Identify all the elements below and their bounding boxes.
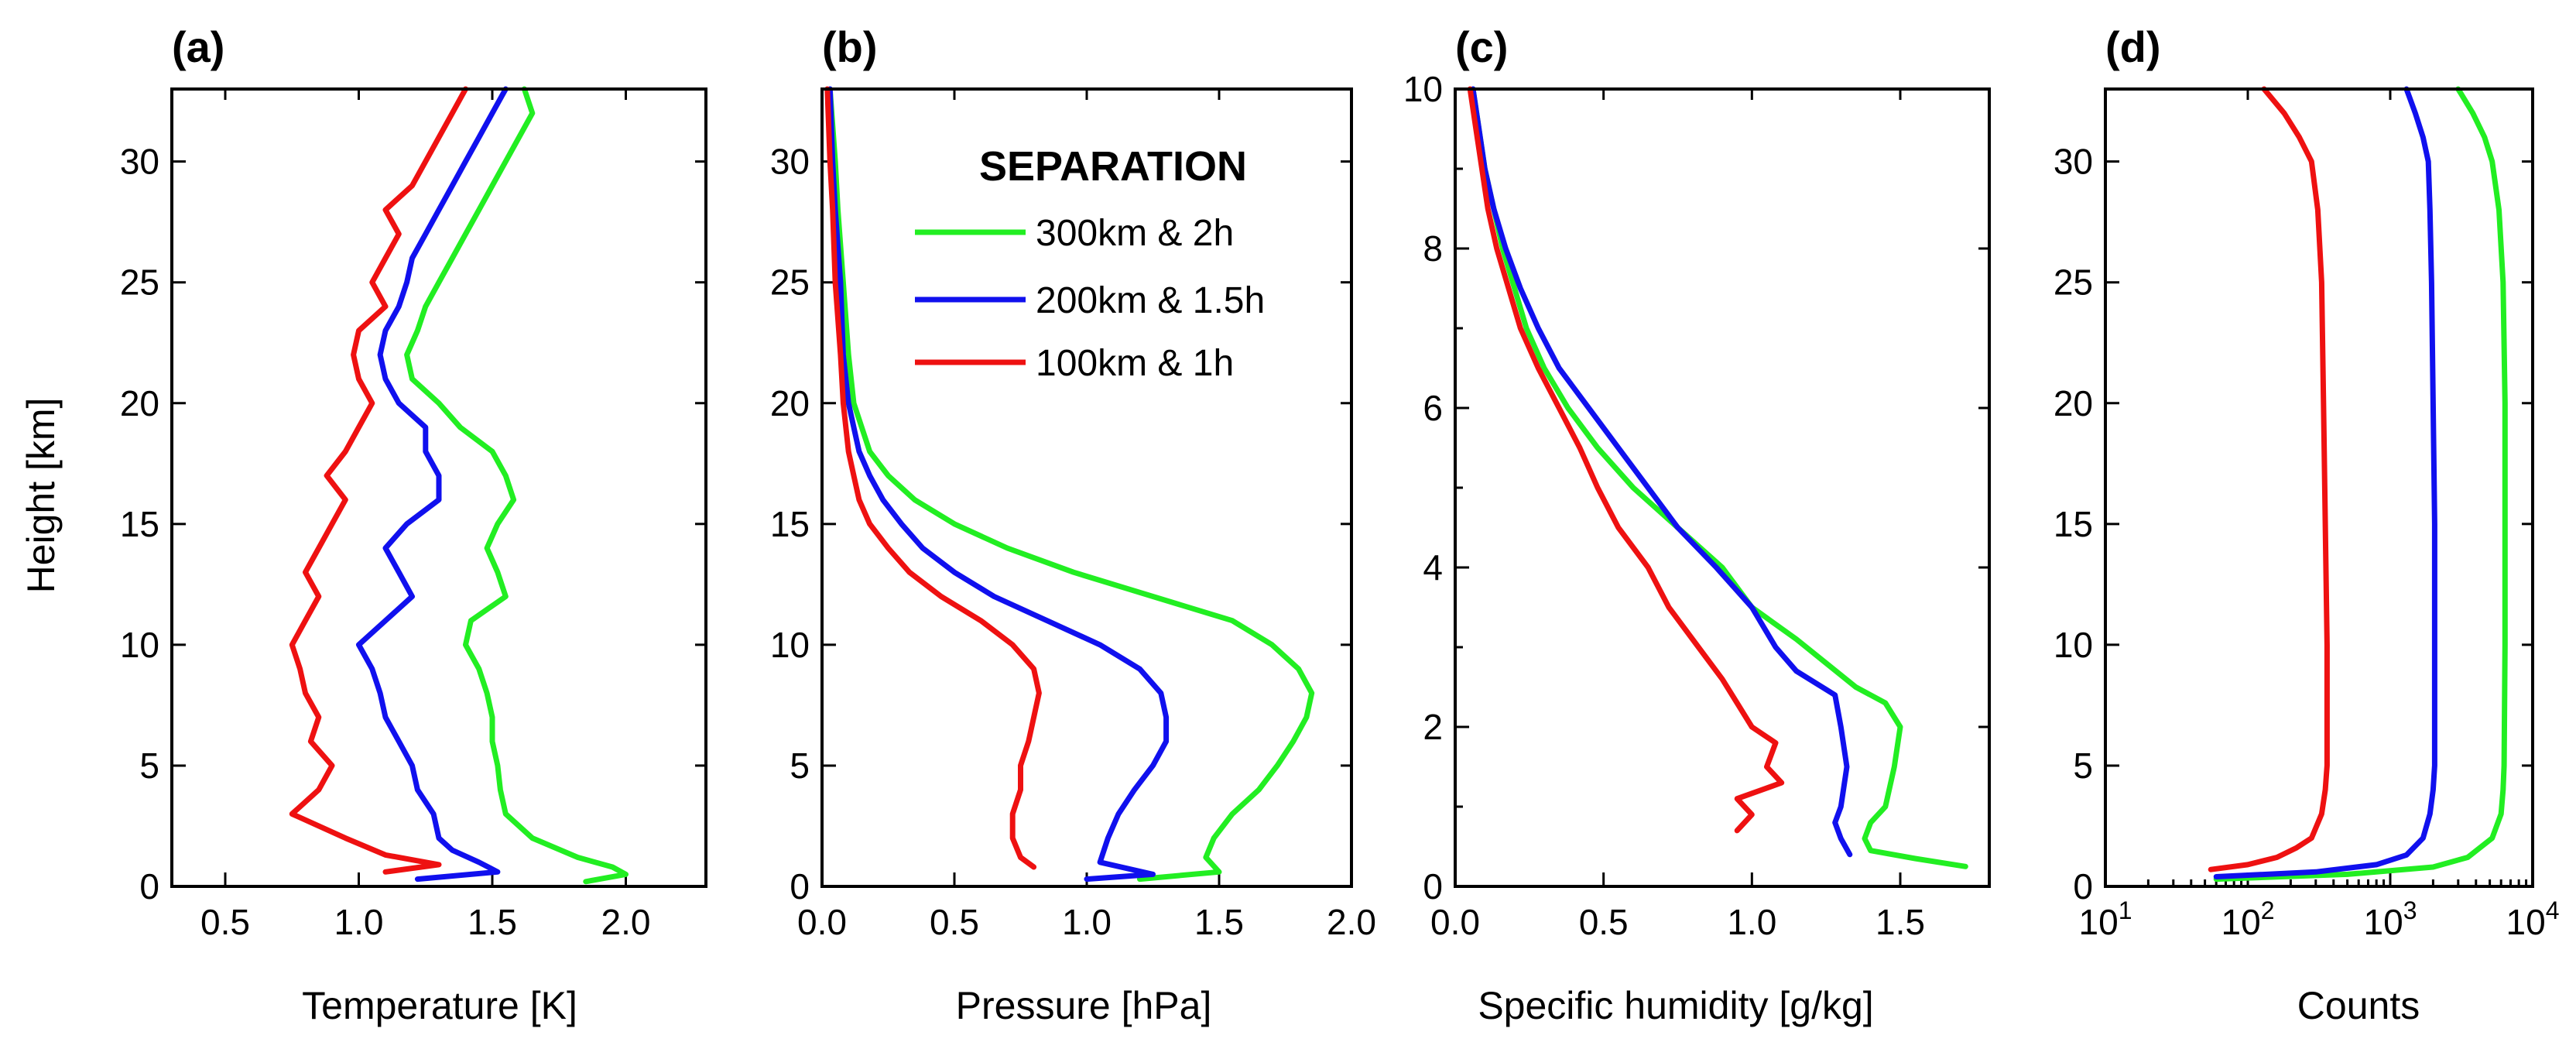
panel-d-x-axis-label: Counts xyxy=(2297,984,2420,1027)
panel-b-x-tick-label: 1.0 xyxy=(1062,902,1112,942)
panel-a-x-tick-label: 1.0 xyxy=(334,902,384,942)
panel-c-series-300km-2h xyxy=(1470,86,1968,869)
panel-a-y-axis-label: Height [km] xyxy=(19,398,63,594)
panel-c-lines xyxy=(1467,86,1968,869)
panel-b-series-100km-1h xyxy=(824,86,1042,870)
panel-a-series-200km-1-5h xyxy=(356,86,509,883)
panel-c-series-100km-1h xyxy=(1467,86,1785,834)
panel-a-lines xyxy=(289,86,629,885)
panel-a: (a) Height [km] Temperature [K] 0.5 1.0 1.… xyxy=(19,22,707,1027)
panel-a-series-300km-2h xyxy=(404,86,629,885)
panel-c-frame xyxy=(1454,87,1991,888)
panel-b-title: (b) xyxy=(822,22,878,71)
panel-a-y-tick-label: 0 xyxy=(139,866,159,907)
panel-d-title: (d) xyxy=(2105,22,2161,71)
panel-b-lines xyxy=(824,86,1315,883)
panel-b-frame xyxy=(820,87,1353,888)
panel-b-x-axis-label: Pressure [hPa] xyxy=(956,984,1212,1027)
panel-c-y-tick-label: 8 xyxy=(1423,228,1443,269)
panel-a-title: (a) xyxy=(172,22,224,71)
panel-d-y-tick-label: 10 xyxy=(2054,625,2093,665)
legend-entry-200km: 200km & 1.5h xyxy=(915,280,1265,321)
panel-d-y-tick-label: 5 xyxy=(2073,746,2093,786)
panel-a-y-tick-label: 30 xyxy=(120,142,159,182)
panel-a-series-100km-1h xyxy=(289,86,468,875)
panel-a-y-tick-label: 15 xyxy=(120,504,159,544)
panel-b-x-tick-label: 2.0 xyxy=(1327,902,1376,942)
panel-d-series-100km-1h xyxy=(2208,86,2330,872)
panel-a-x-axis-label: Temperature [K] xyxy=(302,984,577,1027)
panel-b-series-200km-1-5h xyxy=(827,86,1170,883)
panel-b-series-300km-2h xyxy=(827,86,1315,883)
panel-c-y-tick-label: 10 xyxy=(1403,69,1443,109)
legend-entry-300km: 300km & 2h xyxy=(915,213,1234,254)
panel-c-y-tick-label: 0 xyxy=(1423,866,1443,907)
panel-b-y-tick-label: 5 xyxy=(790,746,810,786)
panel-a-y-tick-label: 5 xyxy=(139,746,159,786)
panel-d-series-200km-1-5h xyxy=(2213,86,2437,879)
panel-c-x-axis-label: Specific humidity [g/kg] xyxy=(1478,984,1873,1027)
panel-c-y-tick-label: 4 xyxy=(1423,547,1443,588)
panel-a-y-tick-label: 25 xyxy=(120,262,159,303)
panel-a-x-tick-label: 2.0 xyxy=(601,902,651,942)
panel-b: (b) Pressure [hPa] 0.0 0.5 1.0 1.5 2.0 0 5 10 15… xyxy=(770,22,1376,1027)
panel-b-y-tick-label: 30 xyxy=(770,142,810,182)
panel-a-x-tick-label: 1.5 xyxy=(468,902,517,942)
legend-label-100km: 100km & 1h xyxy=(1036,343,1234,384)
panel-d-series-300km-2h xyxy=(2213,86,2508,883)
panel-b-y-tick-label: 20 xyxy=(770,383,810,423)
panel-b-y-tick-label: 10 xyxy=(770,625,810,665)
panel-d-frame xyxy=(2104,87,2534,888)
legend-entry-100km: 100km & 1h xyxy=(915,343,1234,384)
panel-d-x-tick-label: 102 xyxy=(2221,896,2275,942)
panel-d-y-tick-label: 15 xyxy=(2054,504,2093,544)
panel-a-x-tick-label: 0.5 xyxy=(200,902,250,942)
legend: SEPARATION 300km & 2h 200km & 1.5h 100km… xyxy=(915,143,1265,384)
panel-a-frame xyxy=(170,87,707,888)
panel-c-ticks: 0.0 0.5 1.0 1.5 0 2 4 6 8 10 xyxy=(1403,69,1989,942)
panel-b-ticks: 0.0 0.5 1.0 1.5 2.0 0 5 10 15 20 25 30 xyxy=(770,89,1376,942)
panel-a-ticks: 0.5 1.0 1.5 2.0 0 5 10 15 20 25 30 xyxy=(120,89,706,942)
panel-c: (c) Specific humidity [g/kg] 0.0 0.5 1.0 1.… xyxy=(1403,22,1991,1027)
legend-title: SEPARATION xyxy=(979,143,1247,190)
panel-c-x-tick-label: 1.0 xyxy=(1727,902,1776,942)
panel-d-y-tick-label: 30 xyxy=(2054,142,2093,182)
panel-d-y-tick-label: 20 xyxy=(2054,383,2093,423)
panel-c-x-tick-label: 0.5 xyxy=(1579,902,1629,942)
panel-c-y-tick-label: 6 xyxy=(1423,388,1443,428)
legend-label-200km: 200km & 1.5h xyxy=(1036,280,1265,321)
panel-b-x-tick-label: 0.5 xyxy=(930,902,979,942)
panel-b-y-tick-label: 25 xyxy=(770,262,810,303)
panel-c-x-tick-label: 0.0 xyxy=(1430,902,1480,942)
panel-a-y-tick-label: 10 xyxy=(120,625,159,665)
panel-b-y-tick-label: 0 xyxy=(790,866,810,907)
panel-b-x-tick-label: 0.0 xyxy=(797,902,847,942)
panel-c-title: (c) xyxy=(1455,22,1508,71)
panel-d-y-tick-label: 25 xyxy=(2054,262,2093,303)
panel-c-y-tick-label: 2 xyxy=(1423,707,1443,747)
panel-b-x-tick-label: 1.5 xyxy=(1194,902,1244,942)
panel-d-lines xyxy=(2208,86,2508,883)
panel-a-y-tick-label: 20 xyxy=(120,383,159,423)
legend-label-300km: 300km & 2h xyxy=(1036,213,1234,254)
panel-c-series-200km-1-5h xyxy=(1470,86,1853,858)
panel-d-y-tick-label: 0 xyxy=(2073,866,2093,907)
panel-b-y-tick-label: 15 xyxy=(770,504,810,544)
panel-c-x-tick-label: 1.5 xyxy=(1875,902,1925,942)
panel-d-x-tick-label: 104 xyxy=(2506,896,2560,942)
panel-d-x-tick-label: 103 xyxy=(2364,896,2417,942)
